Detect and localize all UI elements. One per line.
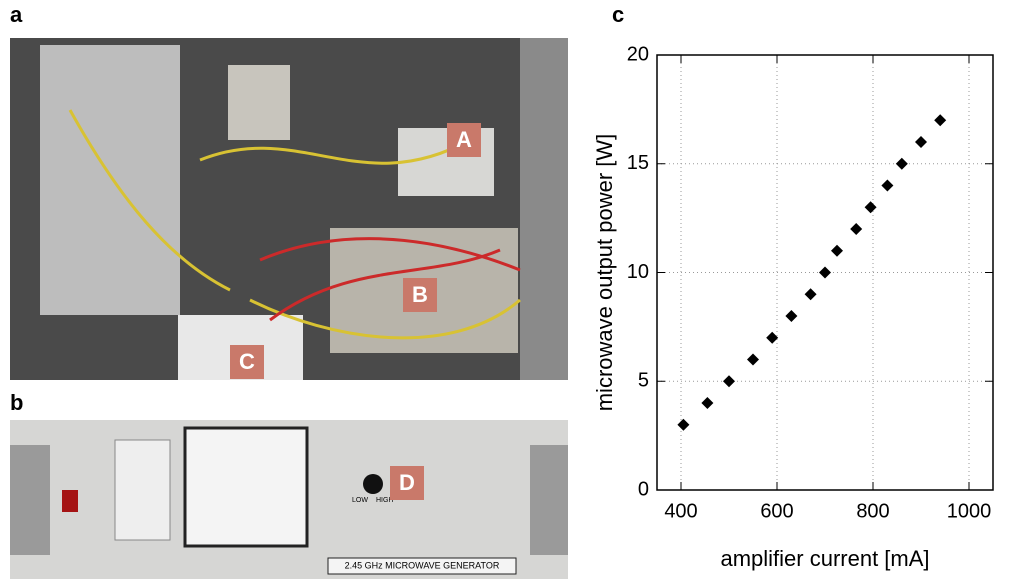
- wires: [68, 109, 521, 340]
- data-point: [934, 114, 947, 127]
- psu: [40, 45, 180, 315]
- x-tick-label: 400: [664, 500, 697, 522]
- photo-label: C: [239, 349, 255, 374]
- y-tick-label: 15: [627, 152, 649, 174]
- data-point: [850, 223, 863, 235]
- knob-label: HIGH: [376, 497, 394, 504]
- data-point: [785, 310, 798, 322]
- handle-left: [10, 445, 50, 555]
- data-point: [819, 266, 831, 279]
- photo-label: D: [399, 470, 415, 495]
- label-box: [447, 123, 481, 157]
- panel-label: a: [10, 2, 23, 27]
- label-box: [403, 278, 437, 312]
- knob: [363, 474, 383, 494]
- x-tick-label: 1000: [947, 500, 992, 522]
- plate-text: 2.45 GHz MICROWAVE GENERATOR: [345, 560, 500, 570]
- meter: [183, 426, 309, 548]
- data-point: [804, 288, 817, 301]
- data-point: [881, 179, 894, 192]
- data-point: [723, 375, 735, 388]
- data-point: [701, 397, 714, 409]
- photo-label: A: [456, 127, 472, 152]
- y-tick-label: 0: [638, 478, 649, 500]
- photo-label: B: [412, 282, 428, 307]
- data-point: [766, 331, 779, 344]
- table-card: [114, 439, 171, 541]
- knob-label: LOW: [352, 497, 368, 504]
- x-axis-label: amplifier current [mA]: [720, 546, 929, 571]
- y-axis-label: microwave output power [W]: [592, 134, 617, 412]
- data-point: [864, 201, 877, 214]
- label-box: [390, 466, 424, 500]
- plate: [327, 557, 517, 575]
- panel-label: c: [612, 2, 624, 27]
- y-tick-label: 5: [638, 370, 649, 392]
- data-point: [915, 136, 927, 148]
- plot-frame: [656, 54, 994, 491]
- side: [520, 38, 568, 380]
- y-tick-label: 10: [627, 261, 649, 283]
- data-point: [831, 244, 843, 257]
- psu-small: [228, 65, 290, 140]
- data-point: [677, 418, 690, 431]
- data-point: [747, 353, 759, 366]
- panel-label: b: [10, 390, 23, 415]
- y-tick-label: 20: [627, 43, 649, 65]
- label-box: [230, 345, 264, 379]
- handle-right: [530, 445, 568, 555]
- chart: 0 5 10 15 20 400 600 800 1000 amplifier current […: [592, 43, 994, 571]
- wires-red: [259, 237, 521, 322]
- switch: [62, 490, 78, 512]
- x-tick-label: 800: [856, 500, 889, 522]
- x-tick-label: 600: [760, 500, 793, 522]
- data-point: [895, 157, 908, 170]
